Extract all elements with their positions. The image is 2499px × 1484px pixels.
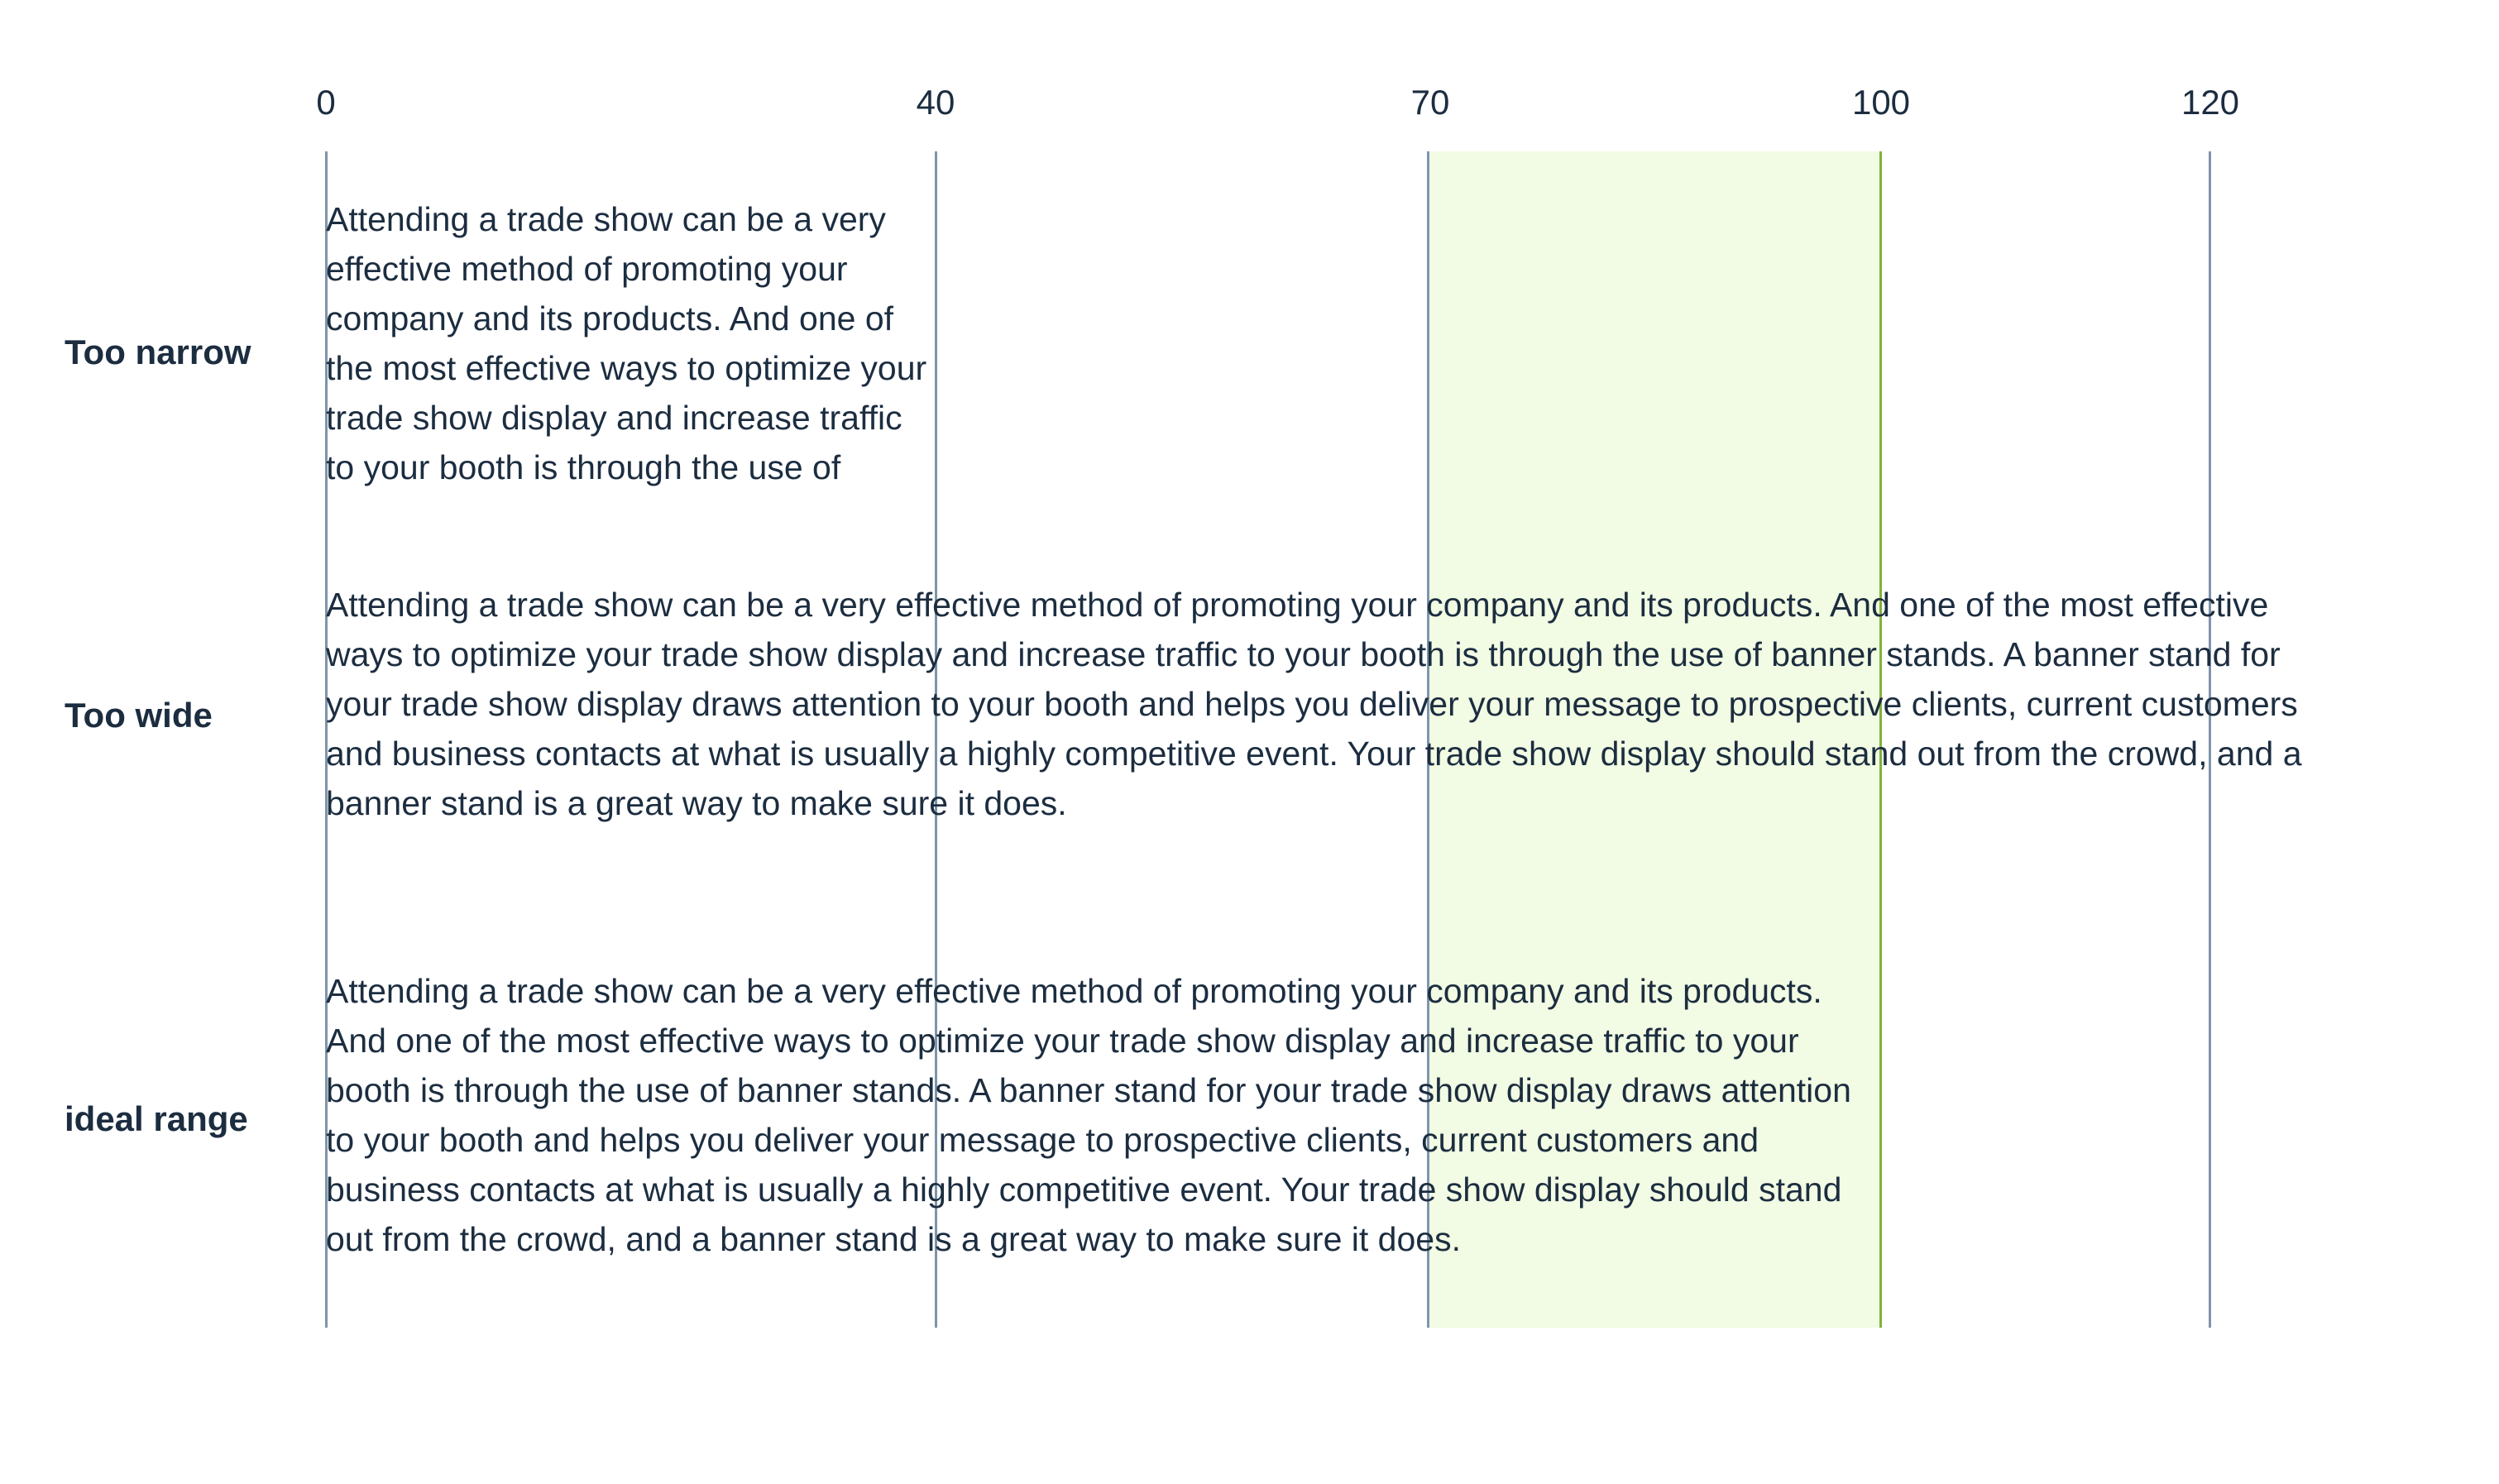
- text-line: And one of the most effective ways to op…: [326, 1022, 1799, 1060]
- sample-text-too-wide: Attending a trade show can be a very eff…: [326, 580, 2302, 828]
- rule-0: [325, 151, 328, 1328]
- text-line: Attending a trade show can be a very eff…: [326, 972, 1822, 1010]
- row-label-too-narrow: Too narrow: [65, 333, 251, 371]
- rule-70: [1427, 151, 1429, 1328]
- tick-label-70: 70: [1410, 83, 1450, 122]
- row-label-too-wide: Too wide: [65, 696, 213, 735]
- ideal-range-band: [1428, 151, 1881, 1328]
- row-label-ideal-range: ideal range: [65, 1099, 248, 1138]
- text-line: your trade show display draws attention …: [326, 685, 2298, 723]
- text-line: the most effective ways to optimize your: [326, 349, 927, 387]
- text-line: to your booth and helps you deliver your…: [326, 1121, 1759, 1159]
- text-line: Attending a trade show can be a very: [326, 200, 886, 238]
- tick-label-100: 100: [1851, 83, 1911, 122]
- text-line: to your booth is through the use of: [326, 448, 841, 486]
- text-line: trade show display and increase traffic: [326, 399, 902, 437]
- sample-text-ideal-range: Attending a trade show can be a very eff…: [326, 966, 1851, 1264]
- tick-label-120: 120: [2181, 83, 2240, 122]
- text-line: and business contacts at what is usually…: [326, 735, 2302, 773]
- tick-label-0: 0: [316, 83, 336, 122]
- sample-text-too-narrow: Attending a trade show can be a very eff…: [326, 194, 926, 492]
- rule-100: [1879, 151, 1882, 1328]
- text-line: booth is through the use of banner stand…: [326, 1071, 1851, 1109]
- rule-120: [2209, 151, 2211, 1328]
- text-line: Attending a trade show can be a very eff…: [326, 586, 2269, 624]
- text-line: business contacts at what is usually a h…: [326, 1170, 1842, 1209]
- text-line: effective method of promoting your: [326, 250, 848, 288]
- text-line: banner stand is a great way to make sure…: [326, 784, 1067, 822]
- text-line: out from the crowd, and a banner stand i…: [326, 1220, 1461, 1258]
- tick-label-40: 40: [916, 83, 955, 122]
- text-line: company and its products. And one of: [326, 299, 894, 337]
- rule-40: [935, 151, 937, 1328]
- text-line: ways to optimize your trade show display…: [326, 635, 2281, 673]
